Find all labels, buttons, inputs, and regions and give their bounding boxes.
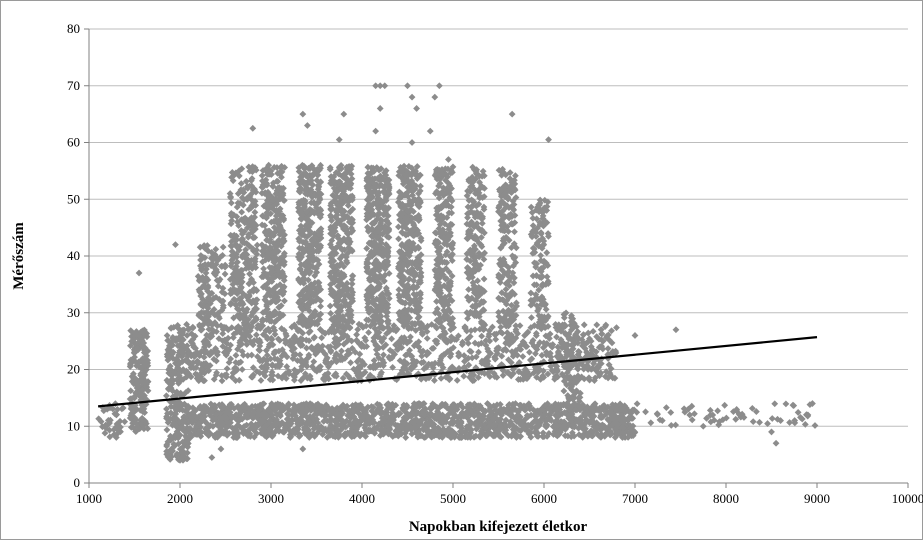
- chart-root: 1000200030004000500060007000800090001000…: [0, 0, 923, 540]
- scatter-chart: 1000200030004000500060007000800090001000…: [1, 1, 923, 541]
